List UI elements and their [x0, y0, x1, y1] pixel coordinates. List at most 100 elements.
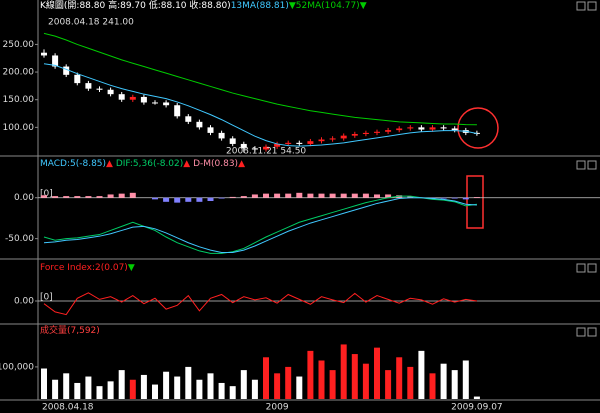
candle-body — [385, 130, 392, 132]
annotation: 2008.11.21 54.50 — [226, 147, 306, 157]
histogram-bar — [185, 197, 192, 202]
y-tick-label: 0.00 — [14, 193, 34, 203]
panel-button[interactable] — [576, 327, 586, 337]
volume-bar — [451, 370, 458, 399]
panel-button[interactable] — [576, 1, 586, 11]
candle-body — [340, 135, 347, 139]
histogram-bar — [85, 196, 92, 198]
candle-body — [218, 132, 225, 139]
histogram-bar — [41, 195, 47, 198]
candle-body — [41, 52, 47, 56]
volume-bar — [385, 370, 392, 399]
panel-header: Force Index:2(0.07)▼ — [40, 263, 135, 273]
candle-body — [296, 142, 303, 144]
y-tick-label: 150.00 — [3, 95, 35, 105]
panel-button[interactable] — [576, 160, 586, 170]
volume-bar — [285, 366, 292, 399]
histogram-bar — [462, 197, 469, 200]
candle-body — [451, 128, 458, 131]
histogram-bar — [107, 194, 114, 198]
volume-bar — [307, 350, 314, 399]
series-line — [43, 32, 477, 126]
volume-bar — [229, 386, 236, 399]
panel-button[interactable] — [587, 327, 597, 337]
header-item: K線圖(開:88.80 高:89.70 低:88.10 收:88.80) — [40, 0, 231, 11]
volume-bar — [96, 386, 103, 399]
panel-button[interactable] — [587, 263, 597, 273]
x-tick-label: 2008.04.18 — [42, 403, 94, 413]
header-item: D-M(0.83) — [190, 159, 238, 169]
header-item: Force Index:2(0.07) — [40, 263, 128, 273]
volume-bar — [140, 374, 147, 399]
candle-body — [374, 131, 380, 133]
series-line — [43, 195, 477, 254]
candle-body — [274, 143, 281, 147]
header-item: MACD:5(-8.85) — [40, 159, 106, 169]
histogram-bar — [318, 193, 325, 198]
y-tick-label: 0.00 — [14, 297, 34, 307]
volume-bar — [329, 370, 336, 399]
y-tick-label: 250.00 — [3, 40, 35, 50]
header-item: ▼ — [289, 1, 296, 11]
histogram-bar — [296, 192, 303, 198]
candle-body — [118, 94, 125, 100]
histogram-bar — [129, 192, 136, 198]
candle-body — [63, 66, 70, 75]
candle-body — [429, 127, 436, 130]
histogram-bar — [152, 197, 158, 200]
zero-label: [0] — [40, 293, 53, 303]
candle-body — [85, 83, 92, 89]
series-line — [43, 197, 477, 254]
volume-bar — [396, 357, 403, 399]
histogram-bar — [96, 196, 103, 198]
candle-body — [285, 142, 292, 144]
volume-bar — [429, 373, 436, 399]
volume-bar — [473, 396, 480, 399]
y-tick-label: 200.00 — [3, 68, 35, 78]
candle-body — [318, 139, 325, 142]
histogram-bar — [340, 193, 347, 198]
histogram-bar — [240, 196, 247, 198]
histogram-bar — [374, 194, 380, 198]
header-item: ▲ — [238, 159, 245, 169]
panel-button[interactable] — [576, 263, 586, 273]
header-item: ▲ — [106, 159, 113, 169]
histogram-bar — [263, 193, 269, 198]
panel-button[interactable] — [587, 1, 597, 11]
highlight-circle — [457, 107, 499, 149]
annotation: 2008.04.18 241.00 — [48, 18, 134, 28]
volume-bar — [362, 363, 369, 399]
volume-bar — [52, 379, 59, 399]
volume-bar — [318, 360, 325, 399]
y-tick-label: -50.00 — [5, 234, 34, 244]
volume-bar — [118, 370, 125, 399]
panel-header: 成交量(7,592) — [40, 324, 100, 336]
header-item: 13MA(88.81) — [231, 1, 289, 11]
volume-bar — [251, 379, 258, 399]
volume-bar — [63, 373, 70, 399]
candle-body — [263, 146, 269, 150]
x-tick-label: 2009.09.07 — [451, 403, 503, 413]
panel-button[interactable] — [587, 160, 597, 170]
volume-bar — [374, 347, 380, 399]
histogram-bar — [196, 197, 203, 202]
volume-bar — [185, 366, 192, 399]
candle-body — [185, 116, 192, 122]
volume-bar — [296, 376, 303, 399]
histogram-bar — [218, 197, 225, 199]
candle-body — [307, 141, 314, 144]
candle-body — [129, 96, 136, 100]
histogram-bar — [274, 193, 281, 198]
candle-body — [396, 128, 403, 131]
histogram-bar — [229, 196, 236, 198]
candle-body — [140, 96, 147, 103]
volume-bar — [418, 350, 425, 399]
histogram-bar — [174, 197, 181, 203]
histogram-bar — [118, 193, 125, 198]
histogram-bar — [385, 194, 392, 198]
header-item: ▲ — [183, 159, 190, 169]
candle-body — [196, 121, 203, 128]
volume-bar — [351, 354, 358, 399]
volume-bar — [163, 371, 170, 399]
